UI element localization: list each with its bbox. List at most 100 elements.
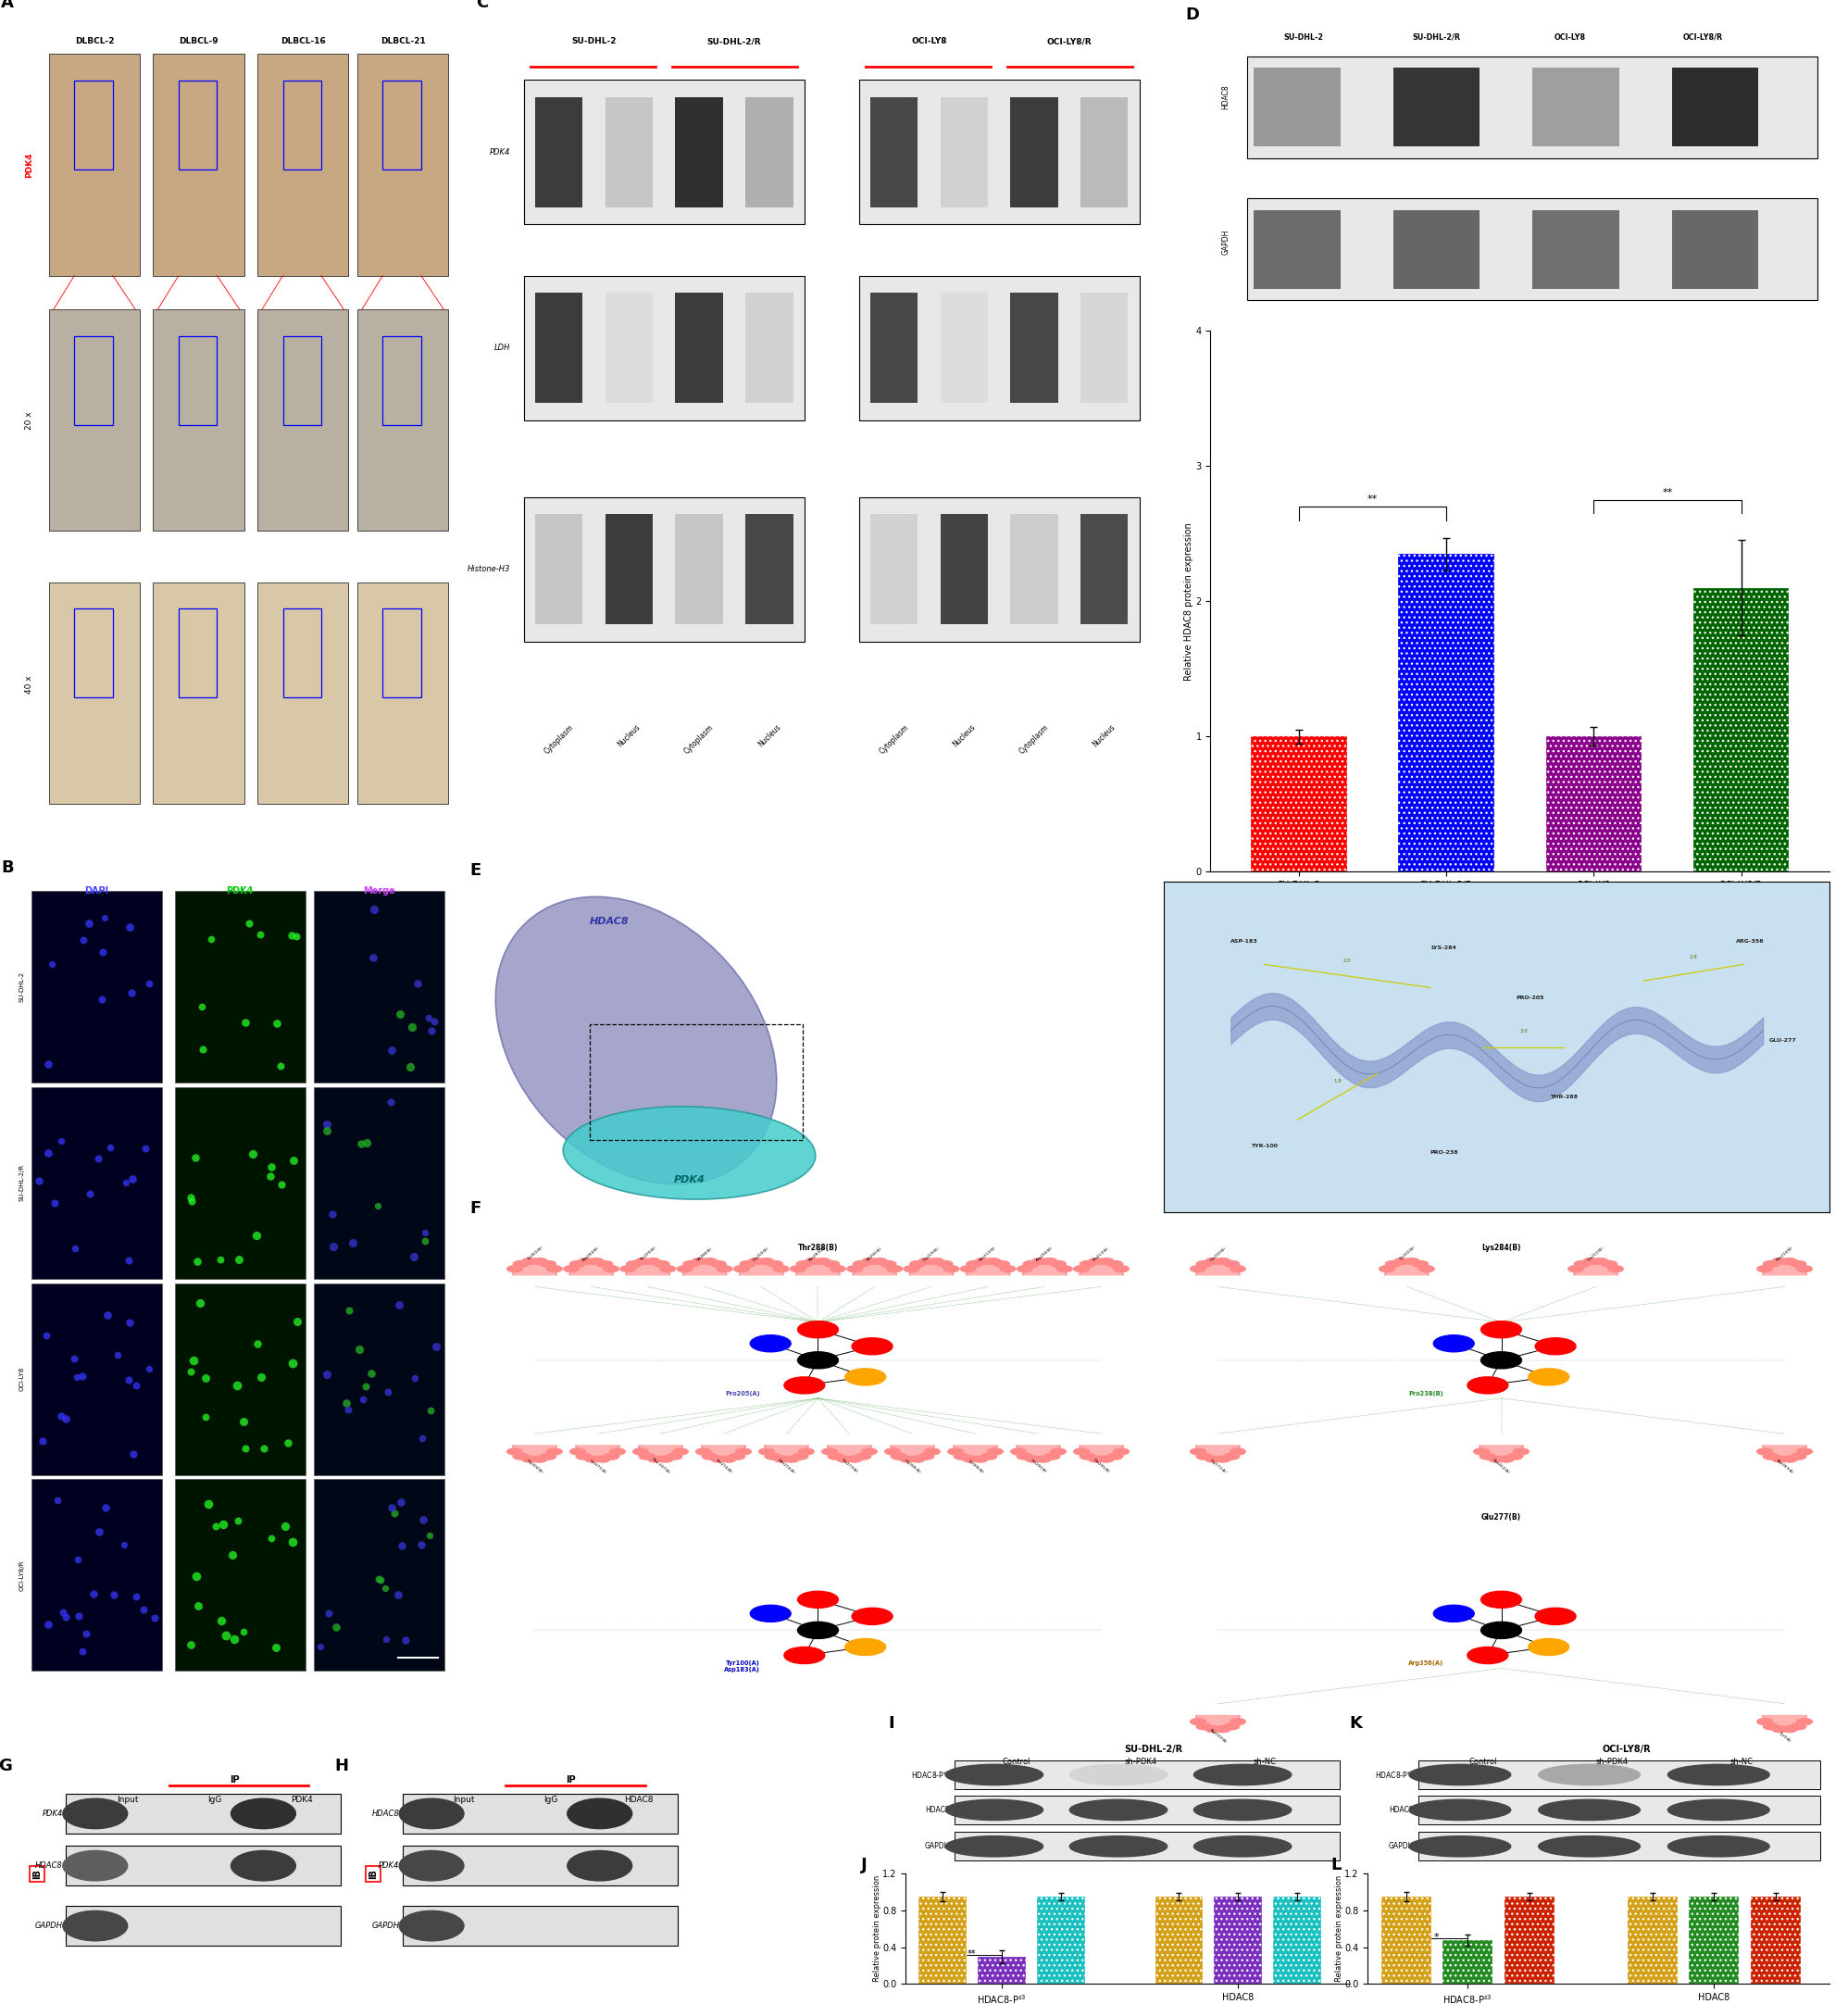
Circle shape [954, 1453, 970, 1459]
Bar [153, 309, 244, 531]
Bar [31, 890, 163, 1082]
Text: GAPDH: GAPDH [371, 1922, 399, 1930]
Circle shape [736, 1449, 750, 1455]
Circle shape [547, 1449, 562, 1455]
Circle shape [944, 1267, 959, 1273]
Bar [74, 80, 113, 168]
Bar [176, 1479, 305, 1671]
Bar [283, 80, 322, 168]
Circle shape [1791, 1453, 1805, 1459]
Circle shape [758, 1259, 774, 1265]
Circle shape [673, 1449, 687, 1455]
Circle shape [774, 1267, 789, 1273]
Text: Nucleus: Nucleus [615, 723, 641, 749]
Circle shape [1223, 1453, 1240, 1459]
Circle shape [1035, 1457, 1052, 1463]
Text: Control: Control [1002, 1758, 1031, 1766]
Circle shape [654, 1261, 669, 1267]
Point [333, 1393, 362, 1425]
Point [231, 1006, 261, 1038]
Text: HDAC8: HDAC8 [1222, 84, 1231, 110]
Circle shape [837, 1457, 852, 1463]
Point [312, 1114, 342, 1146]
Text: HDAC8: HDAC8 [371, 1810, 399, 1818]
Circle shape [1074, 1267, 1088, 1273]
Text: 40 x: 40 x [26, 675, 33, 693]
Polygon shape [1196, 1715, 1240, 1729]
Point [28, 1425, 57, 1457]
Circle shape [610, 1449, 625, 1455]
Point [222, 1369, 251, 1401]
Text: Gly306(A): Gly306(A) [904, 1459, 922, 1475]
Polygon shape [1196, 1261, 1240, 1275]
Circle shape [521, 1457, 538, 1463]
Point [115, 1307, 144, 1339]
Circle shape [798, 1621, 839, 1639]
Circle shape [1231, 1449, 1246, 1455]
Text: GAPDH: GAPDH [1222, 230, 1231, 255]
Bar [1011, 293, 1059, 403]
Point [33, 1048, 63, 1080]
Point [50, 1601, 79, 1633]
Text: HDAC8: HDAC8 [625, 1796, 652, 1804]
Bar [314, 890, 444, 1082]
Text: PRO-238: PRO-238 [1430, 1150, 1458, 1154]
Bar [357, 309, 449, 531]
Text: Phe452(A): Phe452(A) [1491, 1459, 1510, 1475]
Circle shape [1796, 1719, 1813, 1725]
Point [359, 942, 388, 974]
Point [196, 924, 225, 956]
Text: IgG: IgG [207, 1796, 222, 1804]
Point [83, 1142, 113, 1174]
Point [46, 1124, 76, 1156]
Point [249, 1433, 279, 1465]
Bar [1672, 68, 1757, 146]
Point [359, 894, 388, 926]
Bar [1081, 293, 1127, 403]
Text: A: A [2, 0, 15, 12]
Circle shape [1190, 1267, 1205, 1273]
Ellipse shape [495, 896, 776, 1184]
Polygon shape [702, 1445, 745, 1459]
Polygon shape [512, 1261, 556, 1275]
Bar [1399, 553, 1495, 872]
Circle shape [1467, 1377, 1508, 1393]
Circle shape [796, 1261, 811, 1267]
Circle shape [881, 1261, 896, 1267]
Point [115, 1244, 144, 1277]
Bar [1419, 1796, 1820, 1824]
Point [386, 1485, 416, 1517]
Circle shape [1386, 1261, 1401, 1267]
Point [43, 1485, 72, 1517]
Circle shape [1480, 1591, 1521, 1607]
Circle shape [845, 1639, 885, 1655]
Text: Pro238(B): Pro238(B) [1408, 1391, 1443, 1397]
Point [118, 1162, 148, 1194]
Point [255, 1160, 285, 1192]
Bar [870, 515, 918, 625]
Point [113, 1365, 142, 1397]
Point [179, 1345, 209, 1377]
Circle shape [963, 1457, 978, 1463]
Text: **: ** [1368, 495, 1379, 503]
Point [331, 1387, 360, 1419]
Polygon shape [1384, 1261, 1429, 1275]
Bar [525, 275, 804, 421]
Circle shape [1044, 1453, 1059, 1459]
Circle shape [1489, 1457, 1504, 1463]
Polygon shape [639, 1445, 682, 1459]
Text: PDK4: PDK4 [43, 1810, 63, 1818]
Text: sh-PDK4: sh-PDK4 [1597, 1758, 1628, 1766]
Text: 3.0: 3.0 [1519, 1030, 1528, 1034]
Circle shape [967, 1261, 981, 1267]
Text: Tyr306(A): Tyr306(A) [967, 1459, 983, 1475]
Circle shape [1757, 1267, 1772, 1273]
Bar [1011, 96, 1059, 206]
Text: Asp333(A): Asp333(A) [1209, 1727, 1227, 1745]
Point [118, 1437, 148, 1469]
Polygon shape [954, 1445, 998, 1459]
Text: His100(A): His100(A) [1029, 1459, 1048, 1475]
Point [322, 1611, 351, 1643]
Circle shape [861, 1259, 878, 1265]
Ellipse shape [1070, 1764, 1168, 1786]
